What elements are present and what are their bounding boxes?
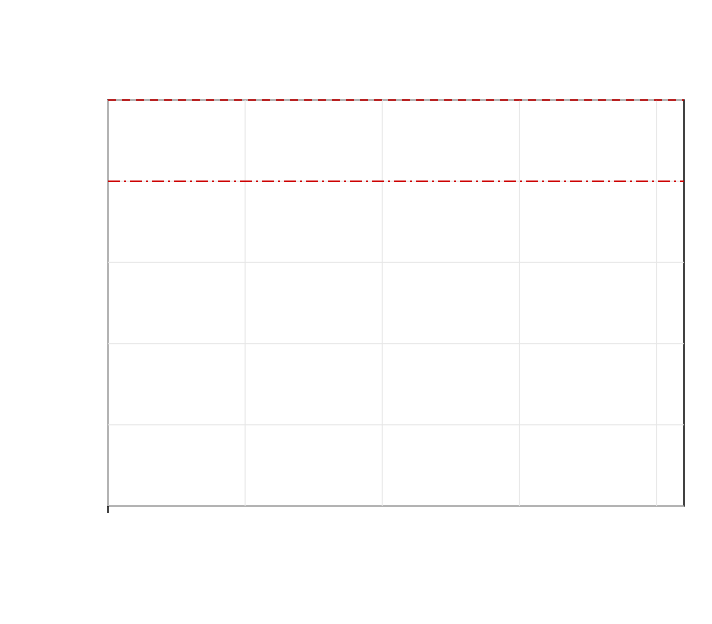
chart-svg [0, 0, 712, 624]
chart-container: { "chart": { "type": "line", "width": 71… [0, 0, 712, 624]
chart-bg [0, 0, 712, 624]
